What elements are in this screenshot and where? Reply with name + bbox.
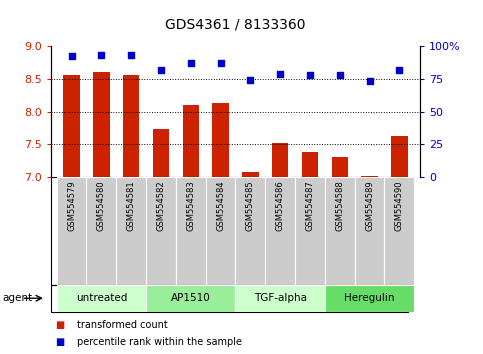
Text: GSM554588: GSM554588 xyxy=(335,180,344,231)
Text: GSM554587: GSM554587 xyxy=(305,180,314,231)
Text: GSM554580: GSM554580 xyxy=(97,180,106,231)
Text: ■: ■ xyxy=(56,337,65,348)
Text: percentile rank within the sample: percentile rank within the sample xyxy=(77,337,242,348)
Bar xyxy=(57,177,86,285)
Text: AP1510: AP1510 xyxy=(171,293,211,303)
Point xyxy=(366,79,373,84)
Text: untreated: untreated xyxy=(76,293,127,303)
Bar xyxy=(361,176,378,177)
Text: GSM554590: GSM554590 xyxy=(395,180,404,231)
Bar xyxy=(331,157,348,177)
Bar xyxy=(242,172,258,177)
Text: GSM554586: GSM554586 xyxy=(276,180,284,231)
Bar xyxy=(302,152,318,177)
Bar xyxy=(93,72,110,177)
Point xyxy=(306,72,314,78)
Point xyxy=(68,54,75,59)
Bar xyxy=(325,285,414,312)
Text: GSM554581: GSM554581 xyxy=(127,180,136,231)
Bar xyxy=(206,177,236,285)
Bar xyxy=(213,103,229,177)
Text: GSM554589: GSM554589 xyxy=(365,180,374,231)
Bar xyxy=(146,285,236,312)
Point xyxy=(396,67,403,73)
Bar xyxy=(153,129,169,177)
Text: ■: ■ xyxy=(56,320,65,330)
Text: GSM554582: GSM554582 xyxy=(156,180,166,231)
Text: GSM554584: GSM554584 xyxy=(216,180,225,231)
Point xyxy=(187,60,195,66)
Text: TGF-alpha: TGF-alpha xyxy=(254,293,307,303)
Text: GSM554585: GSM554585 xyxy=(246,180,255,231)
Point xyxy=(157,67,165,73)
Bar xyxy=(86,177,116,285)
Bar xyxy=(236,177,265,285)
Text: GDS4361 / 8133360: GDS4361 / 8133360 xyxy=(165,18,306,32)
Bar xyxy=(355,177,384,285)
Bar xyxy=(325,177,355,285)
Bar xyxy=(236,285,325,312)
Bar xyxy=(146,177,176,285)
Bar xyxy=(295,177,325,285)
Bar xyxy=(176,177,206,285)
Text: GSM554579: GSM554579 xyxy=(67,180,76,231)
Bar xyxy=(265,177,295,285)
Bar xyxy=(391,136,408,177)
Bar xyxy=(123,75,140,177)
Point xyxy=(217,60,225,66)
Bar xyxy=(57,285,146,312)
Bar xyxy=(384,177,414,285)
Point xyxy=(246,77,254,83)
Point xyxy=(276,71,284,76)
Point xyxy=(336,72,343,78)
Bar xyxy=(116,177,146,285)
Text: GSM554583: GSM554583 xyxy=(186,180,195,231)
Text: Heregulin: Heregulin xyxy=(344,293,395,303)
Bar xyxy=(272,143,288,177)
Point xyxy=(98,52,105,58)
Text: transformed count: transformed count xyxy=(77,320,168,330)
Bar xyxy=(63,75,80,177)
Text: agent: agent xyxy=(2,293,32,303)
Bar xyxy=(183,105,199,177)
Point xyxy=(128,52,135,58)
